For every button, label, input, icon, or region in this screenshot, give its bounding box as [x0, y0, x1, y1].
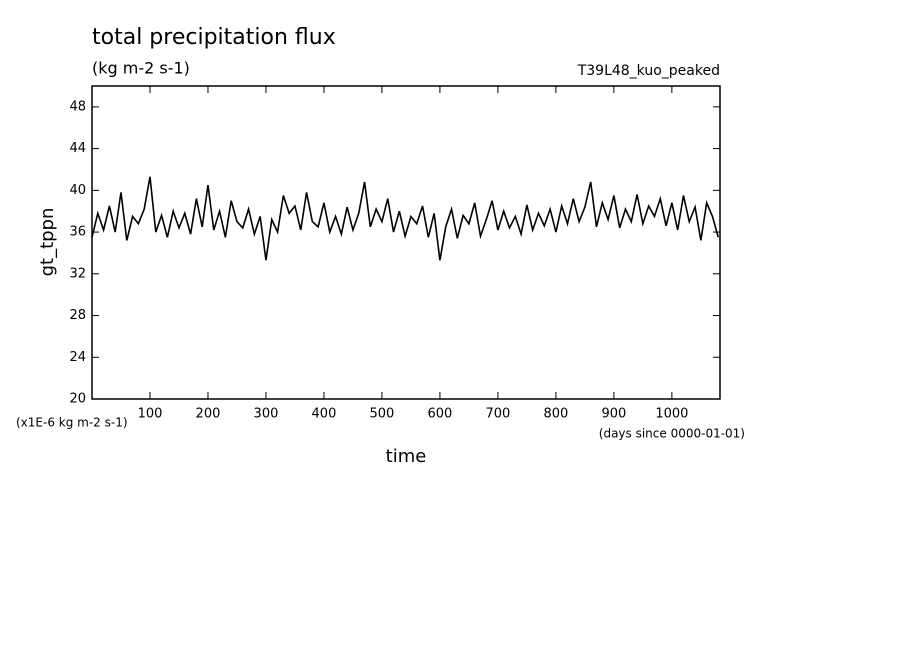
y-tick-label: 32: [69, 266, 86, 281]
x-tick-label: 500: [370, 407, 395, 422]
x-tick-label: 1000: [655, 407, 688, 422]
x-tick-label: 800: [543, 407, 568, 422]
y-unit-note: (x1E-6 kg m-2 s-1): [16, 416, 128, 430]
y-tick-label: 48: [69, 99, 86, 114]
run-label: T39L48_kuo_peaked: [577, 63, 720, 79]
y-tick-label: 40: [69, 183, 86, 198]
x-unit-note: (days since 0000-01-01): [599, 427, 745, 441]
x-tick-label: 700: [485, 407, 510, 422]
y-tick-label: 44: [69, 141, 86, 156]
chart-subtitle: (kg m-2 s-1): [92, 59, 190, 78]
y-tick-label: 36: [69, 225, 86, 240]
data-line: [91, 176, 720, 261]
y-tick-label: 20: [69, 392, 86, 407]
y-tick-label: 24: [69, 350, 86, 365]
y-tick-label: 28: [69, 308, 86, 323]
y-axis-label: gt_tppn: [37, 208, 58, 277]
plot-frame: [91, 85, 721, 400]
x-tick-label: 100: [138, 407, 163, 422]
x-tick-label: 900: [601, 407, 626, 422]
x-tick-label: 200: [196, 407, 221, 422]
x-tick-label: 300: [254, 407, 279, 422]
chart-title: total precipitation flux: [92, 25, 336, 50]
x-axis-label: time: [386, 446, 427, 467]
x-tick-label: 400: [312, 407, 337, 422]
x-tick-label: 600: [428, 407, 453, 422]
